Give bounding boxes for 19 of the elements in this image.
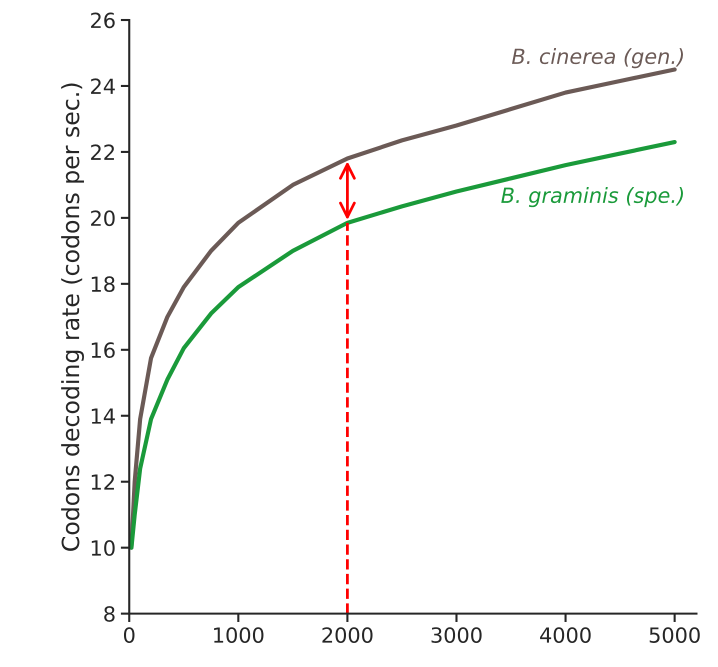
y-tick-label: 12: [92, 474, 114, 490]
y-tick-label: 8: [104, 606, 115, 622]
x-tick-label: 1000: [214, 627, 264, 643]
series-label: B. graminis (spe.): [501, 187, 683, 208]
x-tick-label: 3000: [432, 627, 482, 643]
x-tick-label: 0: [124, 627, 134, 643]
y-tick-label: 22: [91, 144, 114, 160]
y-tick-label: 14: [92, 408, 115, 424]
x-tick-label: 4000: [540, 627, 591, 643]
x-tick-label: 2000: [322, 627, 373, 643]
y-tick-label: 20: [91, 210, 115, 226]
series-label: B. cinerea (gen.): [512, 48, 683, 68]
y-tick-label: 26: [91, 12, 115, 28]
y-tick-label: 16: [92, 342, 115, 358]
y-tick-label: 10: [92, 540, 115, 556]
y-tick-label: 24: [91, 78, 115, 94]
x-tick-label: 5000: [650, 627, 700, 643]
y-tick-label: 18: [92, 276, 115, 292]
y-axis-title: Codons decoding rate (codons per sec.): [61, 84, 84, 551]
